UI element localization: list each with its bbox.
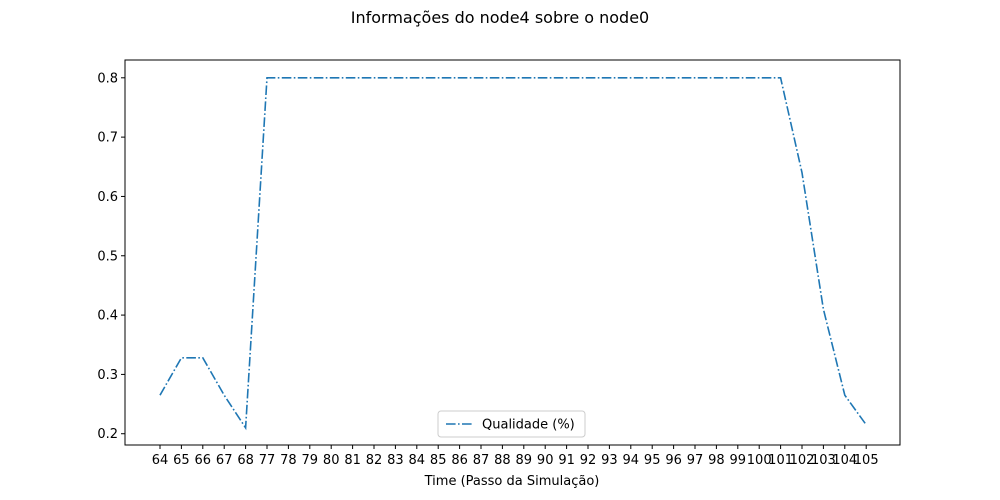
y-tick-label: 0.6 [97,190,118,205]
x-tick-label: 96 [665,453,682,468]
x-tick-label: 87 [473,453,490,468]
x-axis-label: Time (Passo da Simulação) [424,474,600,489]
legend-label: Qualidade (%) [482,418,575,433]
x-tick-label: 68 [237,453,254,468]
legend-box [437,410,586,438]
chart-title: Informações do node4 sobre o node0 [351,8,649,27]
x-tick-label: 102 [790,453,815,468]
x-tick-label: 81 [344,453,361,468]
x-tick-label: 83 [387,453,404,468]
y-tick-label: 0.7 [97,131,118,146]
x-tick-label: 101 [768,453,793,468]
x-tick-label: 64 [152,453,169,468]
y-tick-label: 0.8 [97,71,118,86]
x-tick-label: 78 [280,453,297,468]
x-tick-label: 82 [366,453,383,468]
x-tick-label: 91 [558,453,575,468]
x-tick-label: 100 [747,453,772,468]
x-tick-label: 98 [708,453,725,468]
x-tick-label: 105 [854,453,879,468]
y-tick-label: 0.4 [97,309,118,324]
x-tick-label: 90 [537,453,554,468]
x-tick-label: 77 [259,453,276,468]
x-tick-label: 99 [730,453,747,468]
x-tick-label: 95 [644,453,661,468]
plot-area: 0.2 0.3 0.4 0.5 0.6 0.7 0.8 64 65 66 67 68 77 78 79 80 8… [97,59,901,468]
x-tick-label: 93 [601,453,618,468]
series-line [159,77,867,431]
x-tick-label: 80 [323,453,340,468]
plot-frame [124,59,901,446]
x-tick-label: 104 [832,453,857,468]
x-tick-label: 94 [623,453,640,468]
y-tick-label: 0.2 [97,427,118,442]
x-tick-label: 86 [451,453,468,468]
x-tick-label: 103 [811,453,836,468]
x-tick-label: 89 [516,453,533,468]
x-tick-label: 85 [430,453,447,468]
x-tick-label: 97 [687,453,704,468]
y-tick-label: 0.3 [97,368,118,383]
y-tick-label: 0.5 [97,249,118,264]
x-tick-label: 67 [216,453,233,468]
x-tick-label: 65 [173,453,190,468]
x-tick-label: 92 [580,453,597,468]
x-tick-label: 88 [494,453,511,468]
x-tick-label: 79 [302,453,319,468]
x-tick-label: 66 [195,453,212,468]
x-tick-label: 84 [409,453,426,468]
legend: Qualidade (%) [437,410,586,438]
